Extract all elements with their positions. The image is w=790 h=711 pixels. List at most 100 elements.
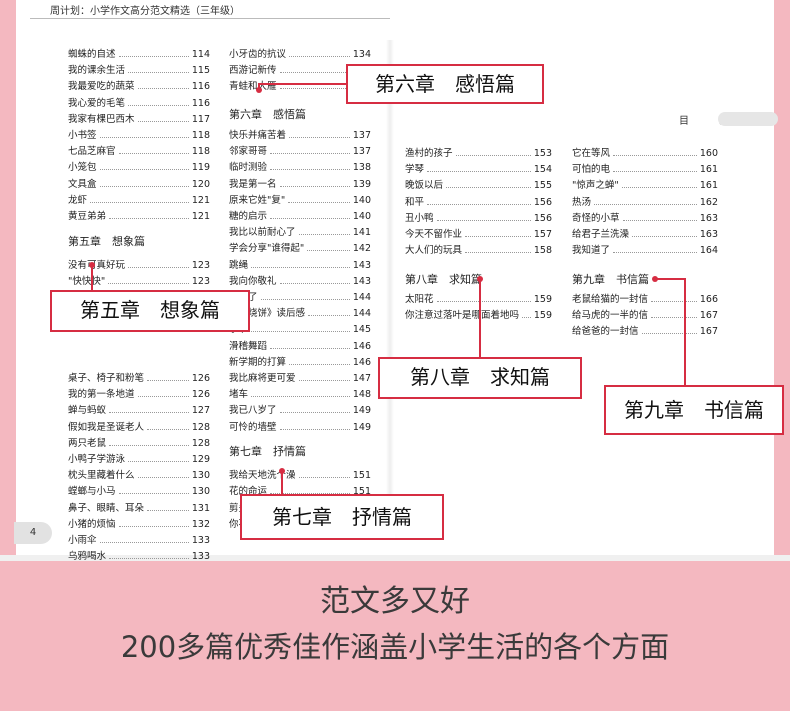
section-heading-9: 第九章 书信篇 (572, 273, 649, 286)
toc-entry-title: 丑小鸭 (405, 212, 434, 224)
toc-entry-title: 蜘蛛的自述 (68, 49, 116, 60)
toc-entry: 假如我是圣诞老人 128 (68, 421, 210, 435)
toc-entry-title: 渔村的孩子 (405, 148, 453, 159)
toc-entry-title: 七品芝麻官 (68, 146, 116, 158)
toc-leader-dots (465, 236, 531, 237)
toc-entry: 鼻子、眼睛、耳朵 131 (68, 502, 210, 516)
toc-entry-page: 137 (352, 146, 371, 158)
toc-entry-title: 大人们的玩具 (405, 245, 463, 257)
toc-entry-page: 166 (699, 293, 718, 305)
toc-entry-page: 155 (533, 180, 552, 192)
toc-entry-title: 蝉与蚂蚁 (68, 405, 107, 417)
toc-entry-title: 奇怪的小草 (572, 212, 620, 224)
caption-headline: 范文多又好 (320, 584, 470, 619)
toc-entry-page: 153 (533, 148, 552, 159)
toc-leader-dots (128, 104, 189, 106)
callout-chapter-7: 第七章 抒情篇 (240, 494, 444, 540)
toc-entry-page: 145 (352, 324, 371, 336)
toc-entry-title: 我比以前耐心了 (229, 227, 296, 239)
toc-entry-title: 太阳花 (405, 293, 434, 305)
pointer-line-8 (479, 279, 481, 359)
toc-entry-page: 163 (699, 212, 718, 224)
toc-entry: 和平 156 (405, 196, 552, 210)
toc-entry-title: 小猪的烦恼 (68, 518, 116, 530)
toc-entry-title: 你注意过落叶是哪面着地吗 (405, 310, 520, 321)
toc-leader-dots (128, 72, 189, 74)
toc-leader-dots (137, 396, 189, 398)
toc-entry: 没有可真好玩 123 (68, 259, 210, 273)
toc-entry-page: 120 (191, 178, 210, 190)
toc-entry: 糖的启示 140 (229, 210, 371, 224)
toc-entry-title: 可怜的墙壁 (229, 421, 277, 433)
toc-entry-page: 117 (191, 113, 210, 125)
toc-entry-title: 我比麻将更可爱 (229, 373, 296, 384)
toc-entry-page: 130 (191, 470, 210, 482)
toc-entry: 你注意过落叶是哪面着地吗 159 (405, 309, 552, 323)
page-number: 4 (14, 522, 52, 544)
toc-entry: 文坏了144 (229, 291, 371, 305)
toc-leader-dots (455, 155, 531, 156)
toc-entry: 我给天地洗个澡 151 (229, 469, 371, 483)
toc-entry: 我是第一名 139 (229, 178, 371, 192)
toc-entry: 我的第一条地道 126 (68, 388, 210, 402)
toc-entry: 小鸭子学游泳 129 (68, 453, 210, 467)
toc-leader-dots (279, 412, 350, 414)
toc-entry-title: 糖的启示 (229, 211, 268, 222)
toc-entry: 奇怪的小草 163 (572, 212, 718, 226)
toc-leader-dots (298, 234, 350, 236)
toc-entry: 原来它姓"复" 140 (229, 194, 371, 208)
section-heading-6: 第六章 感悟篇 (229, 108, 306, 121)
toc-leader-dots (90, 201, 189, 203)
toc-leader-dots (298, 380, 350, 381)
toc-leader-dots (251, 331, 350, 333)
toc-leader-dots (613, 155, 697, 156)
toc-entry-title: 两只老鼠 (68, 437, 107, 449)
toc-leader-dots (427, 203, 531, 205)
toc-entry-page: 161 (699, 164, 718, 176)
toc-leader-dots (651, 317, 697, 318)
toc-entry-page: 149 (352, 405, 371, 417)
toc-leader-dots (427, 171, 531, 173)
toc-entry-title: 我知道了 (572, 245, 611, 257)
toc-entry: 两只老鼠 128 (68, 437, 210, 451)
toc-entry-title: 老鼠给猫的一封信 (572, 293, 649, 305)
toc-entry-page: 128 (191, 437, 210, 449)
toc-leader-dots (99, 137, 189, 138)
toc-leader-dots (99, 169, 189, 171)
toc-entry: 可怕的电 161 (572, 163, 718, 177)
toc-leader-dots (109, 558, 189, 560)
toc-entry: 邻家哥哥 137 (229, 145, 371, 159)
toc-entry-page: 142 (352, 243, 371, 255)
pointer-line-7 (281, 471, 283, 497)
toc-entry-title: "快快快" (68, 275, 106, 287)
page-label-tab (718, 112, 778, 126)
toc-entry-page: 163 (699, 229, 718, 240)
toc-leader-dots (622, 219, 697, 221)
page-label: 目 录 (679, 116, 739, 127)
toc-leader-dots (118, 153, 189, 155)
toc-entry-title: 它在等风 (572, 148, 611, 159)
toc-entry-title: 我向你敬礼 (229, 275, 277, 287)
toc-entry-title: 堵车 (229, 389, 249, 401)
toc-leader-dots (279, 428, 350, 430)
toc-entry-title: 小牙齿的抗议 (229, 49, 287, 60)
toc-leader-dots (621, 187, 697, 189)
toc-leader-dots (279, 282, 350, 284)
pointer-dot-6 (256, 87, 262, 93)
toc-entry: 给君子兰洗澡 163 (572, 228, 718, 242)
callout-chapter-9: 第九章 书信篇 (604, 385, 784, 435)
callout-chapter-5: 第五章 想象篇 (50, 290, 250, 332)
toc-entry: 新学期的打算 146 (229, 356, 371, 370)
toc-entry: 我向你敬礼 143 (229, 275, 371, 289)
toc-entry: 太阳花 159 (405, 293, 552, 307)
toc-entry-page: 159 (533, 293, 552, 305)
toc-entry: 小牙齿的抗议 134 (229, 48, 371, 62)
toc-entry: 快乐并痛苦着 137 (229, 129, 371, 143)
toc-entry: 我知道了 164 (572, 244, 718, 258)
toc-leader-dots (613, 171, 697, 173)
toc-entry-page: 131 (191, 502, 210, 514)
toc-leader-dots (99, 185, 189, 187)
toc-entry-title: 小书签 (68, 130, 97, 141)
toc-leader-dots (308, 315, 350, 317)
toc-entry-title: 我的课余生活 (68, 65, 126, 77)
